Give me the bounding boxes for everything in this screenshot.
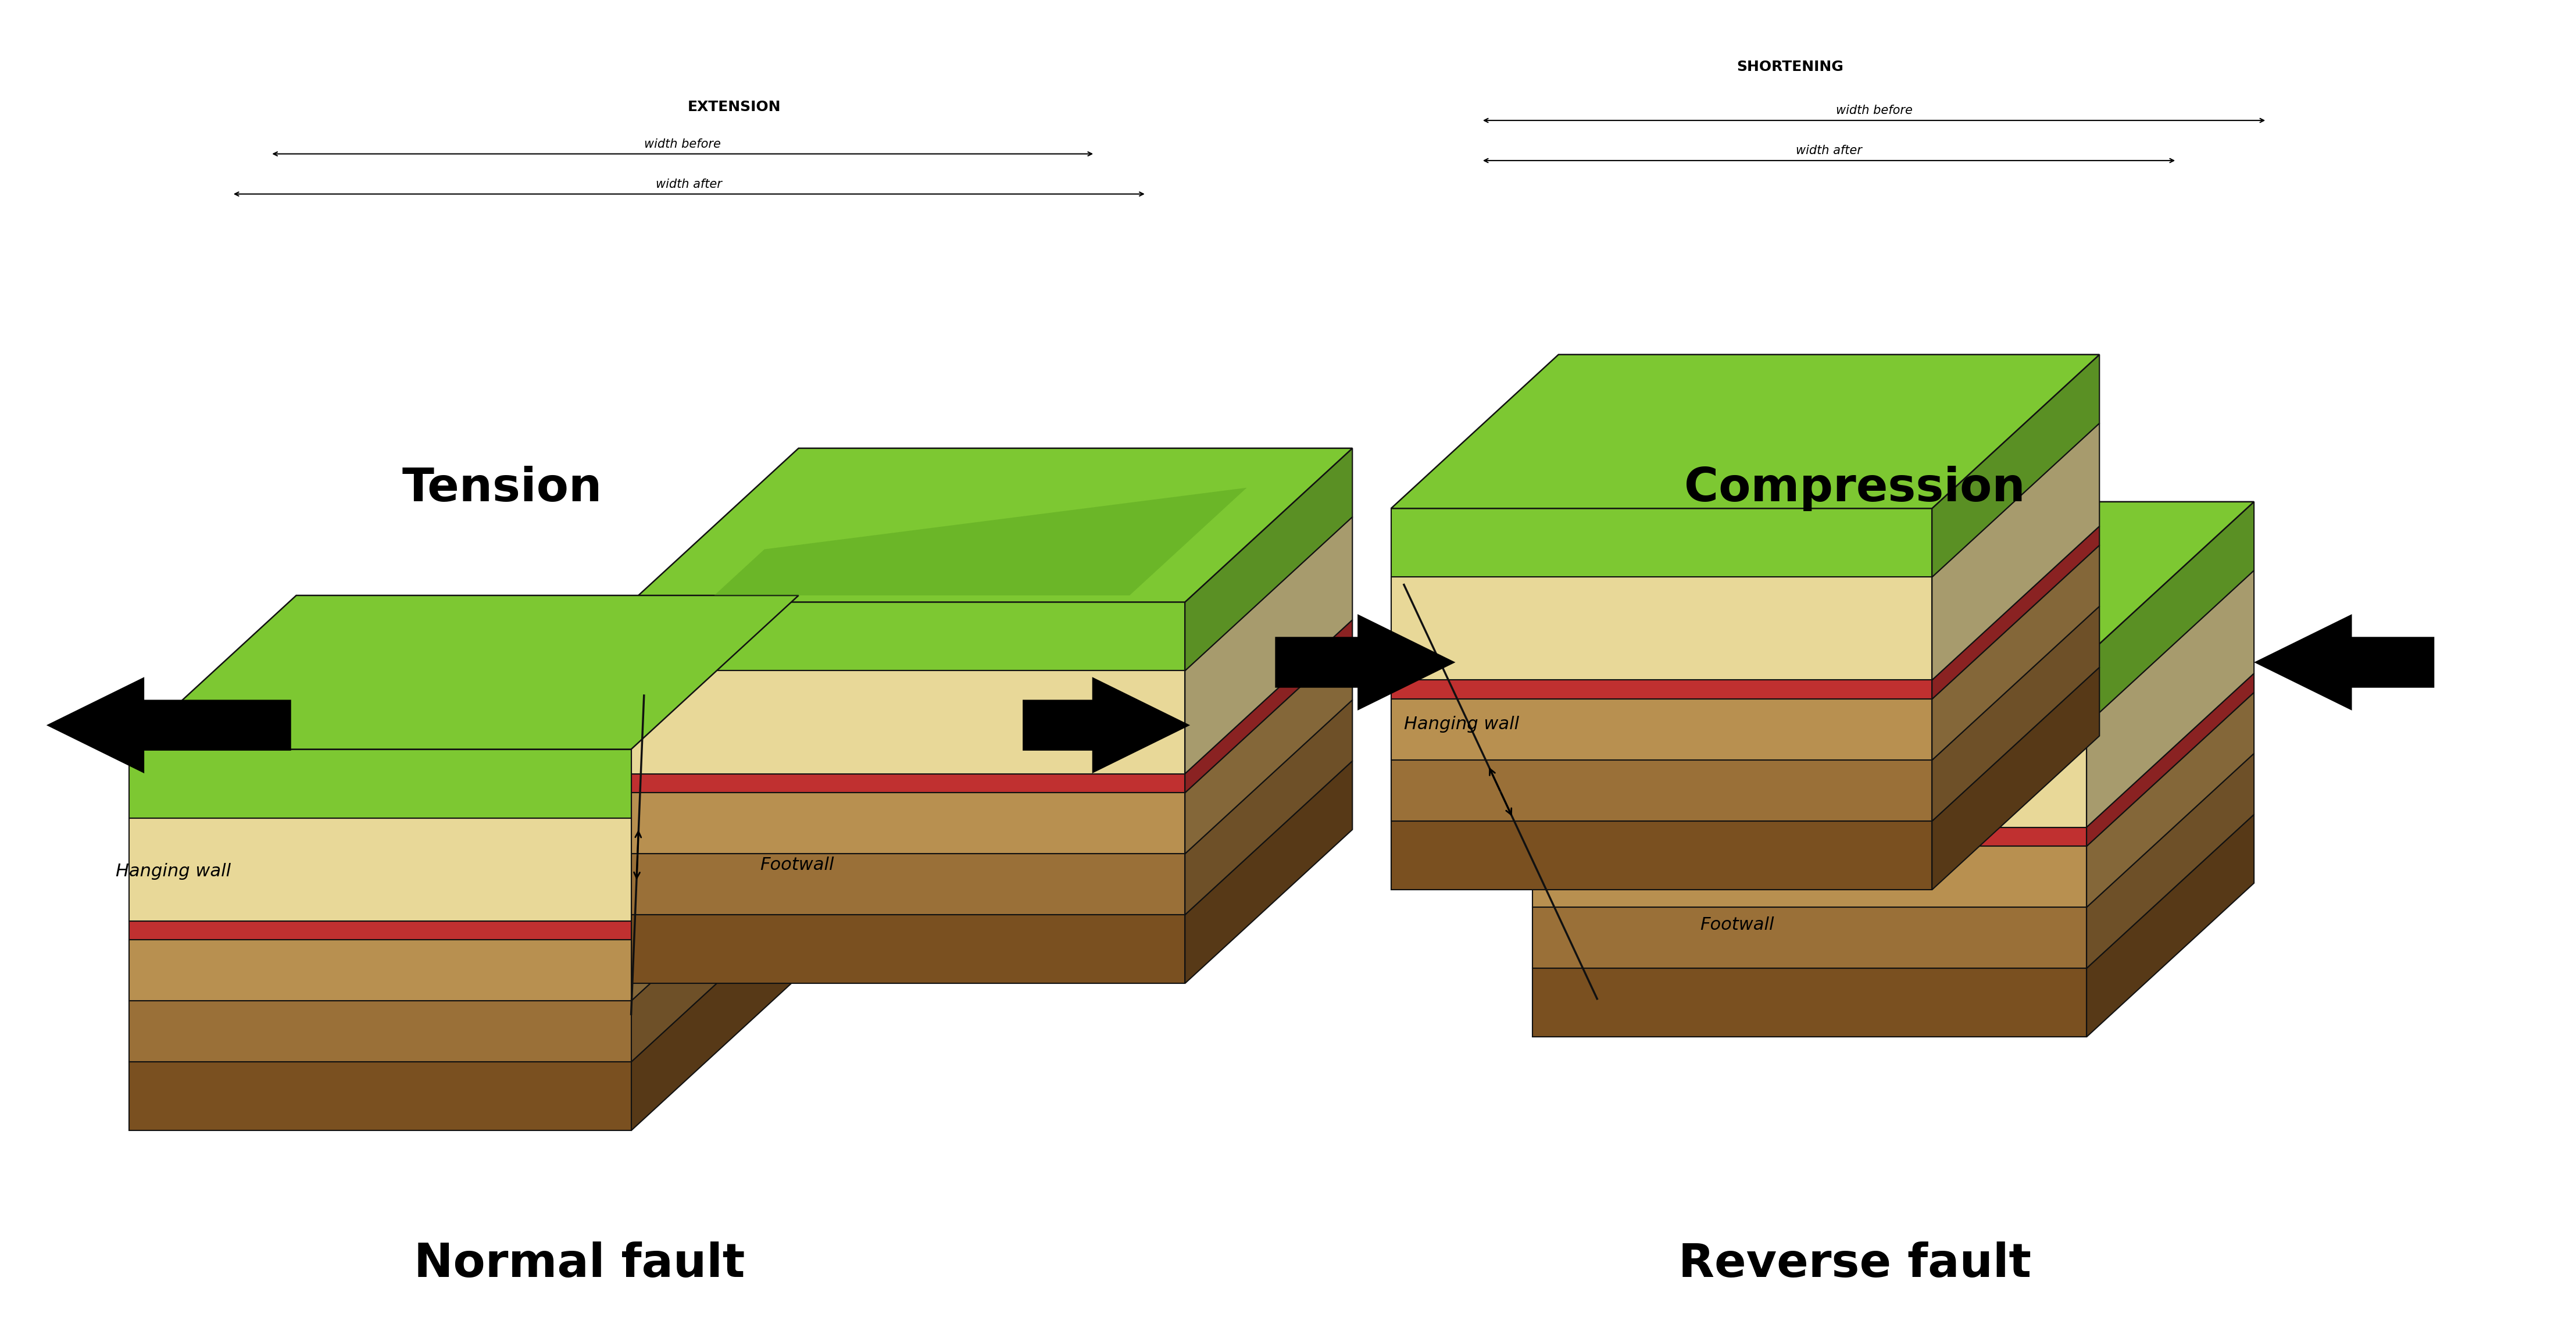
Polygon shape — [129, 1062, 631, 1131]
Polygon shape — [1932, 606, 2099, 822]
Polygon shape — [1932, 355, 2099, 577]
Polygon shape — [631, 773, 1185, 792]
Text: Footwall: Footwall — [760, 856, 835, 874]
Polygon shape — [1185, 700, 1352, 915]
Polygon shape — [1533, 724, 2087, 827]
Polygon shape — [129, 1001, 631, 1062]
Polygon shape — [2087, 673, 2254, 847]
Polygon shape — [1533, 827, 2087, 847]
Polygon shape — [129, 941, 631, 1001]
Polygon shape — [2087, 753, 2254, 969]
Polygon shape — [1391, 822, 1932, 890]
Text: Compression: Compression — [1685, 466, 2025, 511]
Polygon shape — [631, 787, 799, 1001]
Polygon shape — [1185, 619, 1352, 792]
Polygon shape — [714, 487, 1247, 595]
Polygon shape — [1391, 508, 1932, 577]
Polygon shape — [46, 677, 291, 773]
Polygon shape — [631, 448, 1352, 602]
Polygon shape — [129, 818, 631, 921]
Polygon shape — [2087, 693, 2254, 907]
Polygon shape — [2087, 502, 2254, 724]
Polygon shape — [631, 854, 1185, 915]
Polygon shape — [1185, 448, 1352, 670]
Polygon shape — [1391, 760, 1932, 822]
Polygon shape — [1185, 761, 1352, 983]
Polygon shape — [631, 602, 1185, 670]
Text: Hanging wall: Hanging wall — [116, 863, 232, 880]
Polygon shape — [1533, 502, 2254, 656]
Polygon shape — [129, 921, 631, 941]
Text: Hanging wall: Hanging wall — [1404, 716, 1520, 733]
Text: width before: width before — [644, 138, 721, 150]
Polygon shape — [1185, 516, 1352, 773]
Polygon shape — [1932, 668, 2099, 890]
Polygon shape — [631, 792, 1185, 854]
Text: EXTENSION: EXTENSION — [688, 100, 781, 114]
Polygon shape — [1932, 546, 2099, 760]
Polygon shape — [129, 749, 631, 818]
Polygon shape — [1932, 526, 2099, 698]
Polygon shape — [631, 595, 799, 818]
Polygon shape — [1932, 423, 2099, 680]
Text: width after: width after — [657, 178, 721, 190]
Polygon shape — [631, 767, 799, 941]
Polygon shape — [1391, 698, 1932, 760]
Polygon shape — [1185, 640, 1352, 854]
Text: Footwall: Footwall — [1700, 917, 1775, 934]
Polygon shape — [631, 909, 799, 1131]
Polygon shape — [1533, 969, 2087, 1037]
Polygon shape — [1275, 614, 1455, 710]
Text: SHORTENING: SHORTENING — [1736, 60, 1844, 74]
Polygon shape — [1391, 680, 1932, 698]
Polygon shape — [631, 915, 1185, 983]
Polygon shape — [2254, 614, 2434, 710]
Polygon shape — [1023, 677, 1190, 773]
Polygon shape — [2087, 815, 2254, 1037]
Text: Tension: Tension — [402, 466, 603, 511]
Polygon shape — [1533, 656, 2087, 724]
Text: Normal fault: Normal fault — [415, 1242, 744, 1287]
Text: Reverse fault: Reverse fault — [1680, 1242, 2030, 1287]
Polygon shape — [631, 664, 799, 921]
Polygon shape — [129, 595, 799, 749]
Polygon shape — [631, 847, 799, 1062]
Polygon shape — [1533, 847, 2087, 907]
Polygon shape — [1391, 577, 1932, 680]
Polygon shape — [631, 670, 1185, 773]
Text: width before: width before — [1837, 104, 1911, 116]
Polygon shape — [1533, 907, 2087, 969]
Polygon shape — [1391, 355, 2099, 508]
Text: width after: width after — [1795, 145, 1862, 157]
Polygon shape — [2087, 570, 2254, 827]
